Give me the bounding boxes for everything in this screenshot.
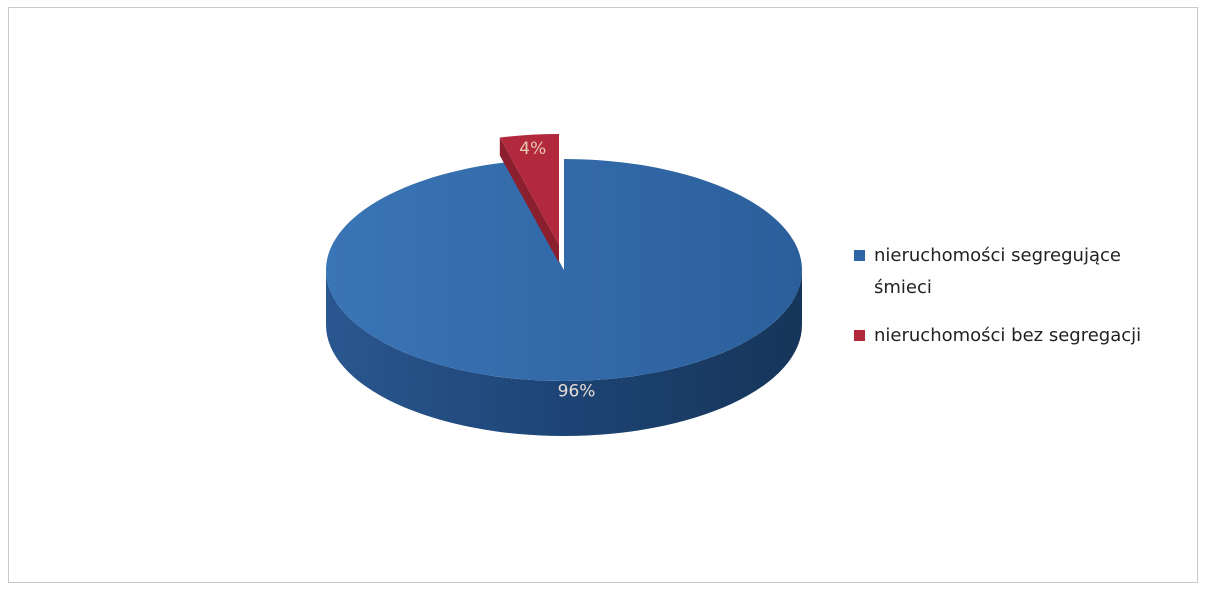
legend-label: nieruchomości segregujące śmieci xyxy=(874,245,1121,298)
legend: nieruchomości segregujące śmieci nieruch… xyxy=(854,240,1184,368)
pie-slice xyxy=(325,159,802,382)
pie-slice-side xyxy=(326,270,802,436)
legend-label: nieruchomości bez segregacji xyxy=(874,325,1142,346)
legend-swatch xyxy=(854,330,865,341)
legend-item: nieruchomości segregujące śmieci xyxy=(854,240,1184,304)
pie-slice-side xyxy=(499,137,559,263)
pie-chart: 96% 4% xyxy=(325,134,802,436)
legend-item: nieruchomości bez segregacji xyxy=(854,320,1184,352)
legend-swatch xyxy=(854,250,865,261)
data-label: 96% xyxy=(558,381,596,401)
pie-slice xyxy=(499,134,559,245)
data-label: 4% xyxy=(519,139,546,159)
chart-area: 96% 4% nieruchomości segregujące śmieci n… xyxy=(8,7,1198,583)
